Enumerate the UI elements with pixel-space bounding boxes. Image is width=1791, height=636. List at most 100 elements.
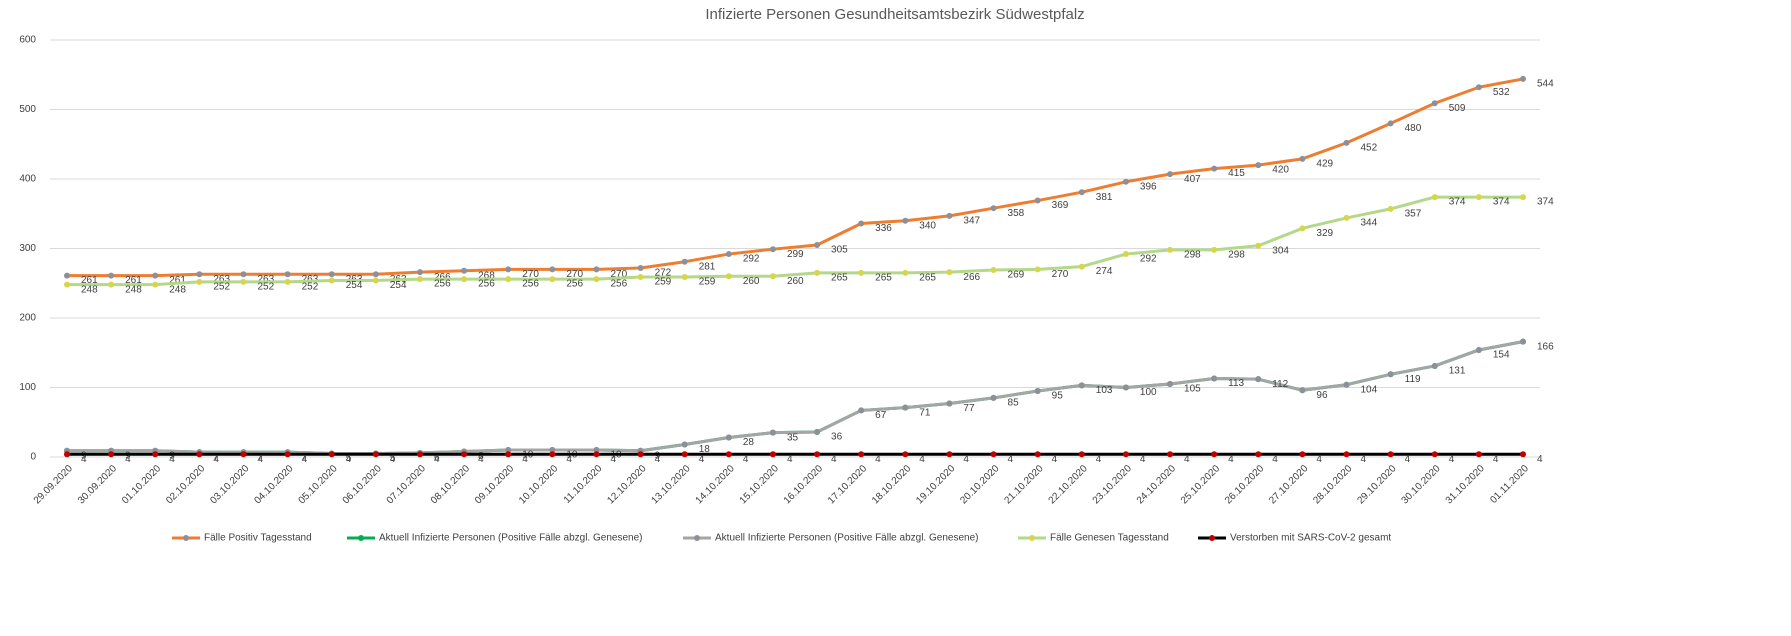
data-point	[769, 273, 776, 280]
x-tick-label: 30.10.2020	[1400, 463, 1443, 506]
data-point	[461, 276, 468, 283]
data-label: 7	[213, 452, 219, 463]
data-point	[1078, 189, 1085, 196]
data-point	[1122, 251, 1129, 258]
data-label: 4	[1405, 454, 1411, 465]
data-label: 358	[1008, 208, 1025, 219]
data-point	[372, 271, 379, 278]
x-tick-label: 17.10.2020	[826, 463, 869, 506]
data-point	[725, 251, 732, 258]
data-point	[152, 281, 159, 288]
data-point	[1520, 75, 1526, 82]
data-point	[637, 273, 644, 280]
data-point	[64, 451, 70, 458]
data-point	[240, 278, 247, 285]
series-line	[67, 77, 1524, 278]
data-point	[372, 277, 379, 284]
data-point	[902, 451, 909, 458]
data-label: 77	[963, 403, 975, 414]
data-point	[902, 217, 909, 224]
data-point	[814, 269, 821, 276]
x-tick-label: 03.10.2020	[208, 463, 251, 506]
data-label: 9	[125, 450, 131, 461]
data-label: 340	[919, 220, 936, 231]
data-label: 4	[963, 454, 969, 465]
data-point	[593, 451, 600, 458]
data-point	[814, 242, 821, 249]
data-point	[1387, 451, 1394, 458]
data-label: 336	[875, 223, 892, 234]
data-label: 113	[1228, 378, 1244, 389]
data-label: 112	[1272, 379, 1288, 390]
data-label: 260	[743, 276, 760, 287]
data-label: 248	[169, 284, 186, 295]
data-point	[1343, 381, 1350, 388]
data-label: 4	[919, 454, 925, 465]
x-tick-label: 20.10.2020	[958, 463, 1001, 506]
data-point	[549, 276, 556, 283]
data-label: 532	[1493, 87, 1510, 98]
data-point	[1387, 371, 1394, 378]
data-label: 35	[787, 432, 799, 443]
data-point	[593, 447, 600, 454]
data-label: 254	[346, 280, 363, 291]
data-label: 509	[1449, 103, 1466, 114]
data-point	[681, 273, 688, 280]
data-label: 256	[434, 279, 451, 290]
data-label: 4	[346, 454, 352, 465]
data-point	[461, 267, 468, 274]
data-label: 4	[743, 454, 749, 465]
data-point	[1034, 197, 1041, 204]
data-point	[328, 277, 335, 284]
data-point	[593, 266, 600, 273]
x-tick-label: 29.09.2020	[32, 463, 75, 506]
x-tick-label: 25.10.2020	[1179, 463, 1222, 506]
data-label: 18	[699, 444, 711, 455]
data-label: 6	[434, 452, 440, 463]
data-point	[284, 451, 291, 458]
x-tick-label: 08.10.2020	[429, 463, 472, 506]
data-label: 4	[434, 454, 440, 465]
data-point	[1343, 451, 1350, 458]
data-label: 4	[169, 454, 175, 465]
data-label: 28	[743, 437, 755, 448]
x-tick-label: 28.10.2020	[1311, 463, 1354, 506]
data-label: 265	[875, 272, 892, 283]
data-label: 420	[1272, 165, 1289, 176]
x-tick-label: 18.10.2020	[870, 463, 913, 506]
legend-label: Fälle Positiv Tagesstand	[204, 533, 312, 544]
data-label: 259	[699, 277, 716, 288]
data-point	[769, 451, 776, 458]
y-tick-label: 300	[19, 243, 36, 254]
data-label: 265	[919, 272, 936, 283]
data-label: 429	[1316, 158, 1333, 169]
data-label: 298	[1184, 250, 1201, 261]
data-label: 95	[1052, 391, 1064, 402]
data-label: 9	[81, 450, 87, 461]
data-point	[725, 434, 732, 441]
data-label: 9	[169, 450, 175, 461]
data-point	[64, 272, 70, 279]
data-point	[814, 428, 821, 435]
data-point	[1299, 155, 1306, 162]
y-tick-label: 600	[19, 35, 36, 46]
data-point	[1475, 84, 1482, 91]
legend-marker	[1209, 535, 1215, 541]
data-point	[681, 258, 688, 265]
data-point	[1078, 382, 1085, 389]
data-label: 4	[1272, 454, 1278, 465]
x-tick-label: 07.10.2020	[385, 463, 428, 506]
data-label: 344	[1361, 218, 1378, 229]
y-tick-label: 0	[30, 452, 36, 463]
data-point	[1211, 375, 1218, 382]
data-label: 544	[1537, 79, 1554, 90]
data-point	[1255, 162, 1262, 169]
data-label: 269	[1008, 270, 1025, 281]
data-point	[1431, 451, 1438, 458]
data-point	[593, 276, 600, 283]
data-label: 131	[1449, 366, 1466, 377]
data-point	[769, 246, 776, 253]
data-label: 256	[522, 279, 539, 290]
data-label: 272	[655, 268, 672, 279]
data-label: 4	[655, 454, 661, 465]
